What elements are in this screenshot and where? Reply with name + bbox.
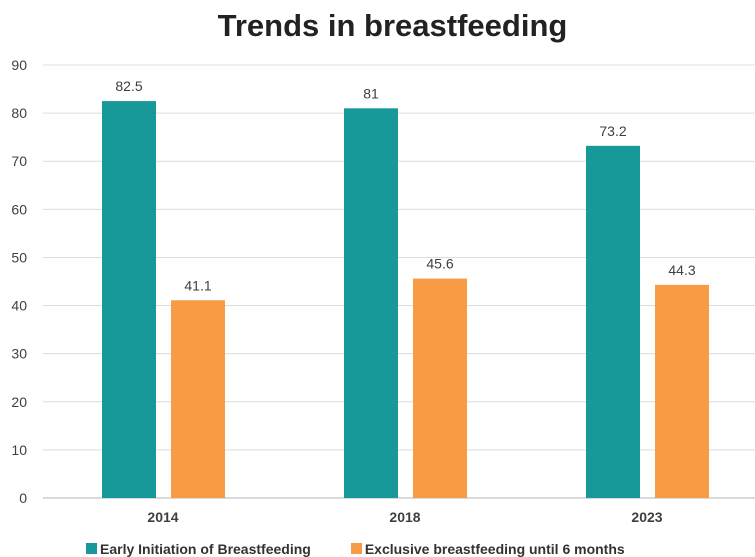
y-tick-label: 80 xyxy=(11,105,27,121)
legend-item-exclusive-breastfeeding[interactable]: Exclusive breastfeeding until 6 months xyxy=(350,540,625,557)
data-label: 45.6 xyxy=(426,256,453,272)
bar-exclusive-breastfeeding-2023[interactable] xyxy=(655,284,709,498)
data-label: 81 xyxy=(363,85,379,101)
data-labels: 82.5 81 73.2 41.1 45.6 44.3 xyxy=(115,78,695,293)
legend-swatch-early-initiation xyxy=(86,543,97,554)
bar-early-initiation-2014[interactable] xyxy=(102,101,156,498)
legend-label-early-initiation: Early Initiation of Breastfeeding xyxy=(100,540,311,557)
x-tick-label: 2018 xyxy=(389,509,420,525)
bar-early-initiation-2023[interactable] xyxy=(586,145,640,498)
y-tick-label: 0 xyxy=(19,490,27,506)
x-axis-tick-labels: 2014 2018 2023 xyxy=(147,509,662,525)
y-axis-tick-labels: 0 10 20 30 40 50 60 70 80 90 xyxy=(11,57,27,506)
y-tick-label: 40 xyxy=(11,298,27,314)
y-tick-label: 10 xyxy=(11,442,27,458)
bar-early-initiation-2018[interactable] xyxy=(344,108,398,499)
y-tick-label: 60 xyxy=(11,201,27,217)
bars xyxy=(102,101,709,499)
legend-swatch-exclusive-breastfeeding xyxy=(350,543,362,554)
legend: Early Initiation of Breastfeeding Exclus… xyxy=(86,540,625,557)
bar-exclusive-breastfeeding-2014[interactable] xyxy=(171,300,225,498)
y-tick-label: 70 xyxy=(11,153,27,169)
y-tick-label: 90 xyxy=(11,57,27,73)
data-label: 82.5 xyxy=(115,78,142,94)
x-tick-label: 2014 xyxy=(147,509,178,525)
data-label: 44.3 xyxy=(668,262,695,278)
y-tick-label: 20 xyxy=(11,394,27,410)
legend-item-early-initiation[interactable]: Early Initiation of Breastfeeding xyxy=(86,541,311,557)
chart-title: Trends in breastfeeding xyxy=(217,8,568,43)
data-label: 73.2 xyxy=(599,123,626,139)
y-tick-label: 30 xyxy=(11,346,27,362)
legend-label-exclusive-breastfeeding: Exclusive breastfeeding until 6 months xyxy=(364,540,625,557)
x-tick-label: 2023 xyxy=(631,509,662,525)
bar-exclusive-breastfeeding-2018[interactable] xyxy=(413,278,467,498)
y-tick-label: 50 xyxy=(11,249,27,265)
data-label: 41.1 xyxy=(184,277,211,293)
